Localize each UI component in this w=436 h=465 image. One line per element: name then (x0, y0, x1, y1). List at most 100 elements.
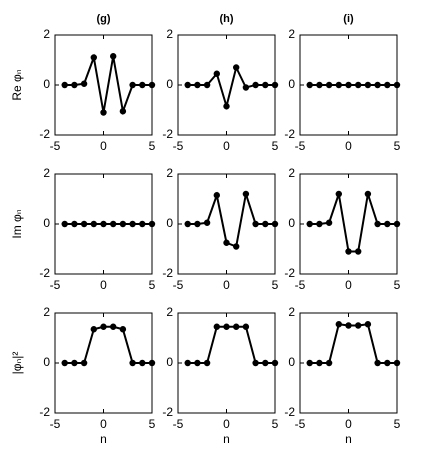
data-point (129, 81, 136, 89)
data-point (213, 323, 220, 330)
data-point (242, 84, 250, 91)
data-point (306, 81, 313, 89)
x-tick-label: 0 (223, 417, 230, 431)
y-tick-label: 2 (43, 166, 50, 180)
y-tick-label: -2 (284, 405, 295, 419)
y-tick-label: -2 (284, 266, 295, 280)
data-point (335, 321, 342, 328)
x-tick-label: -5 (50, 139, 61, 153)
y-tick-label: 0 (166, 355, 173, 369)
x-tick-label: 0 (100, 417, 107, 431)
x-tick-label: 0 (100, 278, 107, 292)
data-point (316, 359, 323, 367)
data-point (71, 81, 78, 89)
data-point (355, 248, 362, 255)
data-point (148, 220, 156, 228)
data-line (187, 191, 275, 248)
y-tick-label: -2 (284, 127, 295, 141)
y-tick-label: 0 (288, 77, 295, 91)
data-point (90, 326, 98, 333)
data-point (242, 323, 250, 330)
data-point (110, 53, 117, 60)
x-tick-label: 0 (223, 278, 230, 292)
data-line (309, 323, 397, 364)
y-tick-label: 0 (166, 216, 173, 230)
panel-title: (i) (343, 13, 354, 25)
data-point (325, 219, 333, 226)
data-point (80, 80, 88, 87)
data-point (335, 190, 342, 198)
y-tick-label: 0 (43, 77, 50, 91)
data-point (355, 81, 362, 89)
data-line (64, 53, 152, 116)
data-point (223, 323, 230, 330)
data-point (148, 359, 156, 367)
y-tick-label: 2 (288, 27, 295, 41)
data-point (325, 81, 333, 89)
data-point (271, 81, 279, 89)
data-point (213, 192, 220, 199)
data-point (233, 323, 240, 330)
panel-title: (h) (219, 13, 233, 25)
data-line (64, 325, 152, 364)
data-point (271, 220, 279, 228)
y-tick-label: 2 (288, 305, 295, 319)
data-point (364, 81, 372, 89)
data-point (384, 359, 391, 367)
data-point (364, 321, 372, 328)
y-tick-label: 2 (43, 305, 50, 319)
x-tick-label: 0 (345, 139, 352, 153)
x-axis-label: n (100, 432, 107, 446)
x-tick-label: 0 (223, 139, 230, 153)
x-tick-label: 5 (272, 417, 279, 431)
data-point (223, 103, 230, 110)
data-point (262, 359, 269, 367)
data-line (187, 64, 275, 111)
data-point (71, 359, 78, 367)
data-point (203, 81, 211, 89)
data-point (262, 220, 269, 228)
y-tick-label: -2 (39, 127, 50, 141)
data-point (119, 220, 127, 228)
y-axis-label: |φₙ|² (10, 352, 24, 375)
y-tick-label: 2 (166, 305, 173, 319)
data-point (345, 322, 352, 329)
data-point (242, 190, 250, 198)
data-point (364, 190, 372, 198)
x-tick-label: 5 (149, 278, 156, 292)
y-tick-label: 2 (166, 27, 173, 41)
data-point (119, 108, 127, 115)
data-point (119, 326, 127, 333)
data-point (233, 243, 240, 250)
data-point (129, 359, 136, 367)
data-point (184, 220, 191, 228)
data-point (384, 220, 391, 228)
data-point (345, 248, 352, 255)
data-point (252, 220, 259, 228)
data-point (90, 220, 98, 228)
x-tick-label: 5 (272, 278, 279, 292)
data-point (80, 359, 88, 367)
y-tick-label: -2 (39, 266, 50, 280)
x-tick-label: -5 (295, 139, 306, 153)
data-point (316, 220, 323, 228)
data-point (90, 54, 98, 61)
y-tick-label: 2 (166, 166, 173, 180)
data-point (233, 64, 240, 71)
x-tick-label: 5 (149, 139, 156, 153)
x-axis-label: n (345, 432, 352, 446)
y-tick-label: 0 (288, 355, 295, 369)
x-tick-label: -5 (173, 417, 184, 431)
data-point (306, 359, 313, 367)
y-tick-label: -2 (162, 127, 173, 141)
x-tick-label: -5 (295, 417, 306, 431)
x-tick-label: 5 (394, 278, 401, 292)
y-tick-label: 0 (288, 216, 295, 230)
data-point (194, 81, 201, 89)
x-tick-label: 0 (100, 139, 107, 153)
data-point (355, 322, 362, 329)
x-tick-label: 0 (345, 278, 352, 292)
data-point (203, 359, 211, 367)
x-tick-label: -5 (173, 278, 184, 292)
